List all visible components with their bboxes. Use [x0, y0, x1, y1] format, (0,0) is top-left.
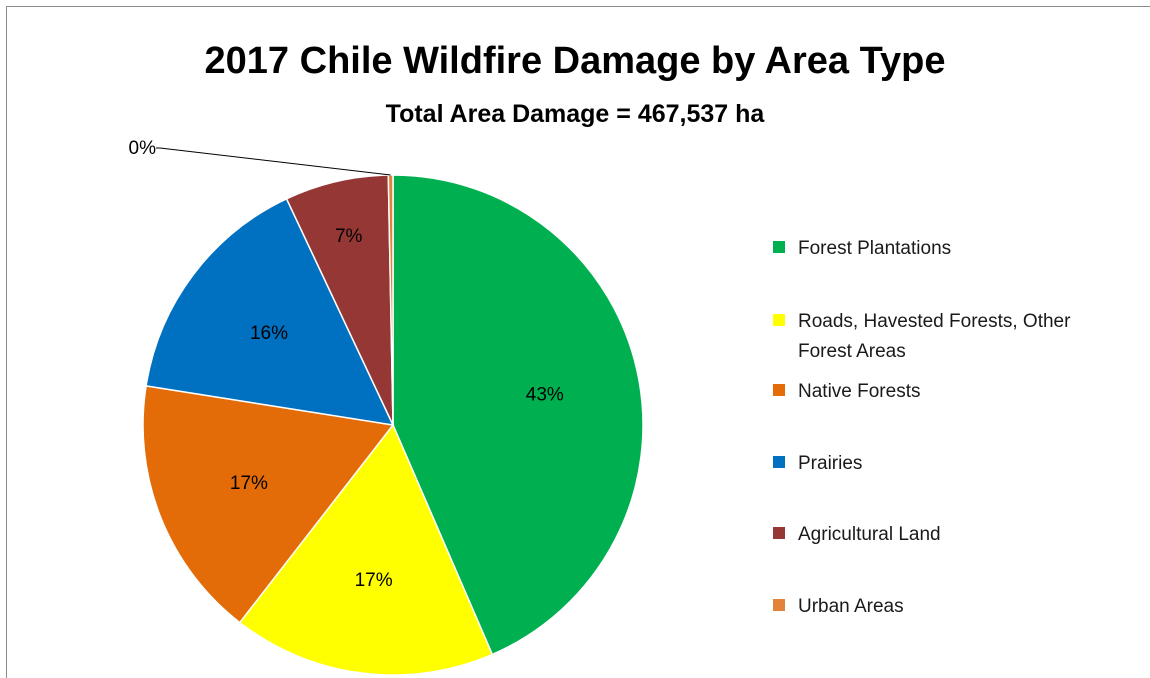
legend-swatch-native-forests [773, 384, 785, 396]
legend-label-line: Urban Areas [798, 596, 904, 617]
slice-label-prairies: 16% [250, 323, 288, 344]
legend-swatch-urban-areas [773, 599, 785, 611]
legend-label-urban-areas: Urban Areas [798, 596, 904, 617]
legend-label-line: Prairies [798, 453, 862, 474]
legend-swatch-agricultural-land [773, 527, 785, 539]
legend-swatch-forest-plantations [773, 241, 785, 253]
legend: Forest Plantations Roads, Havested Forest… [773, 238, 1071, 617]
leader-lines [156, 147, 391, 176]
chart-title: 2017 Chile Wildfire Damage by Area Type [204, 40, 946, 82]
legend-swatch-roads-havested-forests-other-forest-areas [773, 314, 785, 326]
legend-label-agricultural-land: Agricultural Land [798, 524, 941, 545]
legend-label-line: Forest Plantations [798, 238, 951, 259]
slice-label-forest-plantations: 43% [526, 385, 564, 406]
legend-label-line: Agricultural Land [798, 524, 941, 545]
pie-slices [142, 174, 644, 676]
legend-label-line: Forest Areas [798, 341, 906, 362]
legend-label-prairies: Prairies [798, 453, 862, 474]
legend-label-line: Native Forests [798, 381, 920, 402]
slice-label-agricultural-land: 7% [335, 226, 363, 247]
pie-slice-prairies [145, 197, 395, 426]
legend-label-roads-havested-forests-other-forest-areas: Roads, Havested Forests, Other Forest Are… [798, 311, 1071, 362]
chart-subtitle: Total Area Damage = 467,537 ha [385, 100, 765, 128]
pie-slice-forest-plantations [392, 174, 644, 656]
slice-labels: 43% 17% 17% 16% 7% 0% [129, 138, 564, 591]
slice-label-roads-havested-forests-other-forest-areas: 17% [355, 570, 393, 591]
pie-slice-roads-havested-forests-other-forest-areas [238, 423, 494, 676]
legend-label-line: Roads, Havested Forests, Other [798, 311, 1071, 332]
slice-label-urban-areas: 0% [129, 138, 157, 159]
leader-line-urban-areas [156, 147, 391, 176]
legend-label-forest-plantations: Forest Plantations [798, 238, 951, 259]
pie-slice-native-forests [142, 385, 395, 624]
slice-label-native-forests: 17% [230, 473, 268, 494]
legend-swatch-prairies [773, 456, 785, 468]
legend-label-native-forests: Native Forests [798, 381, 920, 402]
